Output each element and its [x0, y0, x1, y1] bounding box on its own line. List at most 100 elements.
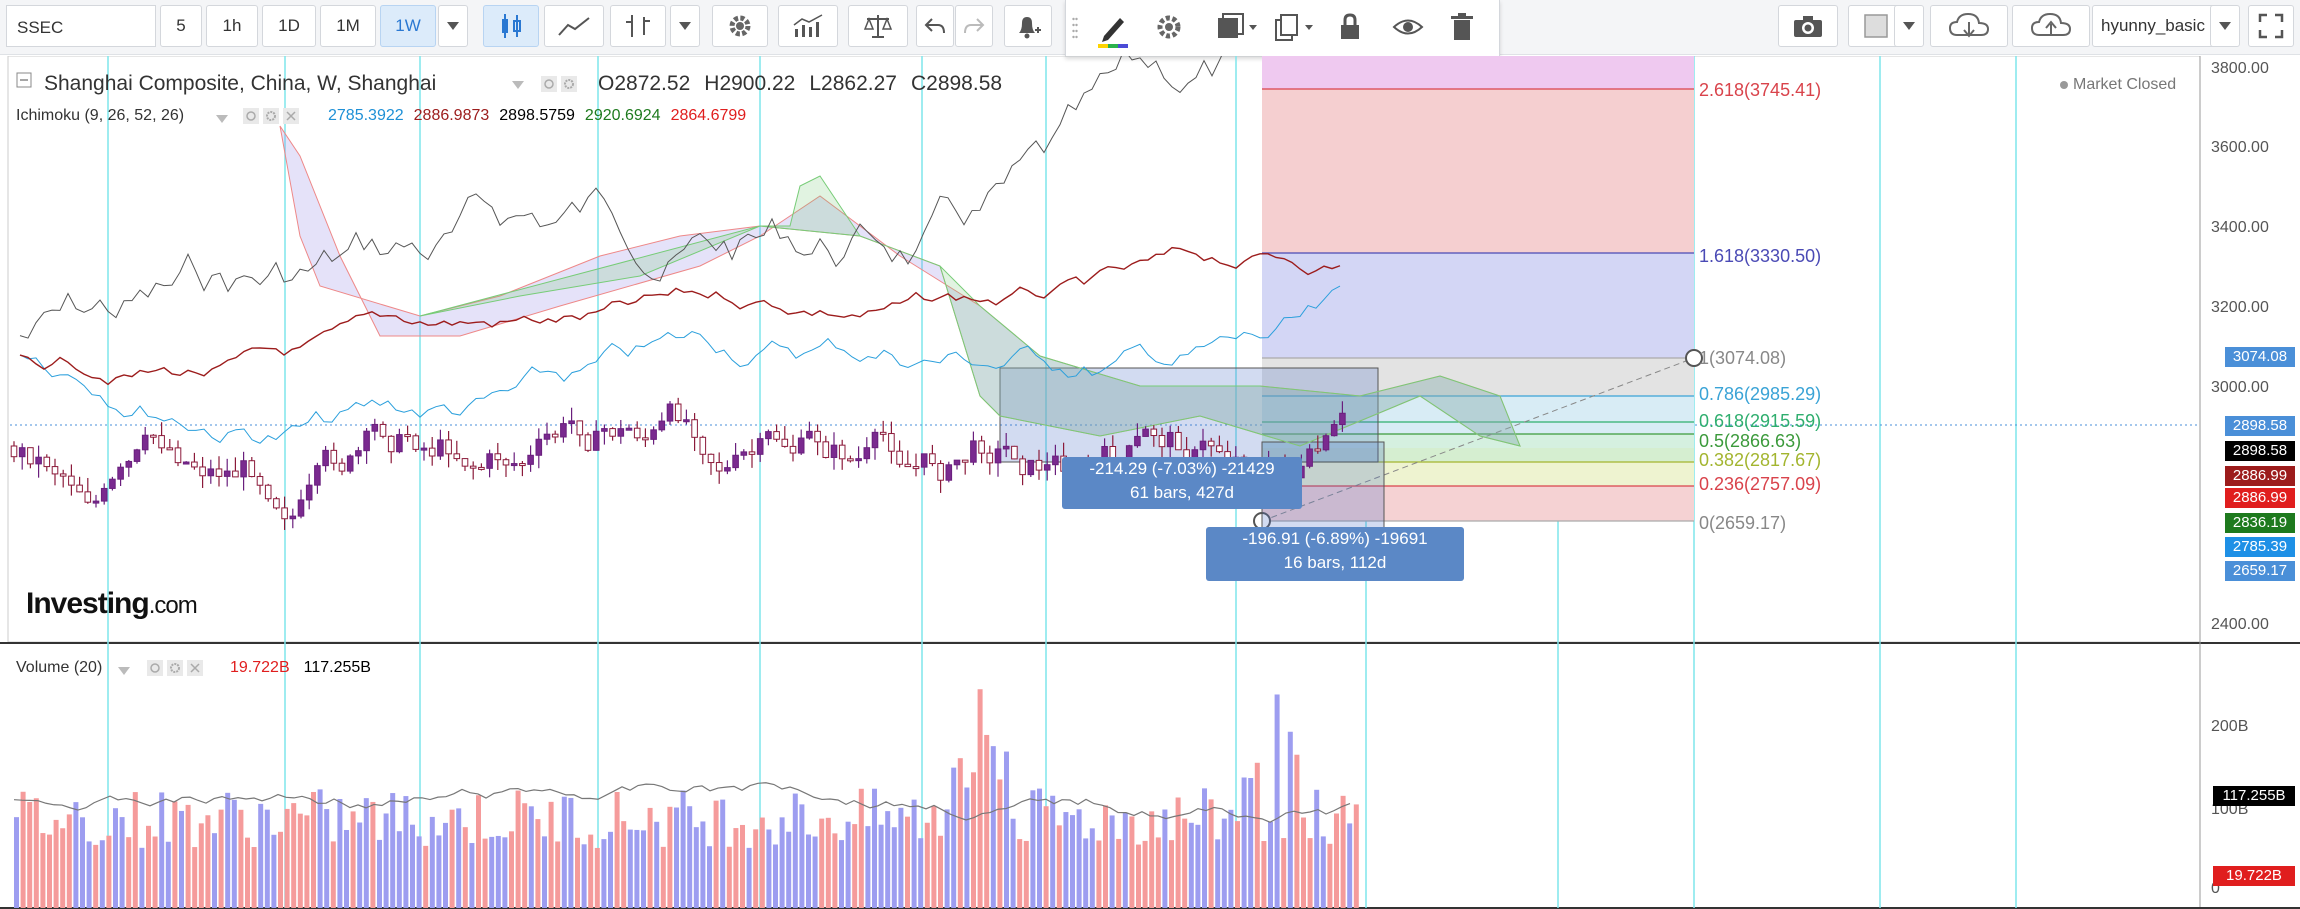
volume-bar	[641, 830, 646, 908]
ichimoku-cloud-bull	[419, 175, 1521, 447]
candle-body	[109, 478, 116, 489]
candle-body	[683, 419, 690, 423]
candle-body	[1207, 440, 1215, 447]
volume-bar	[964, 787, 970, 908]
redo-button[interactable]	[955, 5, 993, 47]
candle-body	[1150, 428, 1158, 437]
line-color-button[interactable]	[1092, 8, 1134, 50]
price-tick-3600: 3600.00	[2211, 139, 2269, 156]
candle-body	[1158, 435, 1166, 448]
high-label: H	[704, 72, 720, 95]
interval-1d[interactable]: 1D	[262, 5, 316, 47]
chart-type-dropdown[interactable]	[670, 5, 700, 47]
volume-bar	[172, 801, 178, 908]
candle-body	[371, 423, 379, 432]
volume-bar	[456, 808, 462, 908]
candle-body	[929, 453, 936, 465]
delete-button[interactable]	[1450, 12, 1480, 46]
volume-bar	[713, 800, 719, 908]
volume-bar	[911, 799, 917, 908]
volume-tick-200b: 200B	[2211, 718, 2249, 735]
volume-bar	[324, 809, 330, 908]
volume-bar	[1235, 821, 1240, 908]
volume-bar	[146, 825, 151, 908]
candle-body	[346, 455, 354, 472]
volume-bar	[1261, 841, 1267, 908]
visual-order-button[interactable]	[1216, 12, 1258, 46]
volume-bar	[291, 803, 297, 908]
interval-1m[interactable]: 1M	[320, 5, 376, 47]
volume-bar	[179, 810, 184, 908]
volume-bar	[330, 841, 336, 908]
candle-body	[494, 453, 502, 461]
volume-bar	[396, 831, 402, 908]
candle-body	[27, 447, 34, 465]
volume-label[interactable]: Volume (20)	[16, 659, 103, 676]
candle-body	[510, 463, 518, 467]
volume-bar	[1287, 731, 1293, 908]
layout-dropdown[interactable]	[2210, 5, 2240, 47]
volume-bar	[1149, 811, 1155, 908]
candle-body	[150, 434, 157, 438]
candles-chart-button[interactable]	[483, 5, 539, 47]
volume-bar	[225, 792, 231, 908]
background-color-dropdown[interactable]	[1894, 5, 1924, 47]
collapse-legend-button[interactable]	[16, 72, 32, 93]
volume-bar	[47, 834, 52, 908]
price-chart-canvas[interactable]	[0, 56, 2300, 909]
volume-bar	[436, 835, 442, 908]
candle-body	[666, 403, 674, 422]
interval-1w[interactable]: 1W	[380, 5, 436, 47]
volume-bar	[885, 811, 891, 908]
interval-5[interactable]: 5	[160, 5, 202, 47]
symbol-search-input[interactable]: SSEC	[6, 5, 156, 47]
fullscreen-button[interactable]	[2248, 5, 2294, 47]
drawing-settings-button[interactable]	[1154, 12, 1188, 46]
volume-bar	[1327, 843, 1333, 908]
ichimoku-dropdown[interactable]	[216, 110, 228, 128]
save-chart-button[interactable]	[2012, 5, 2090, 47]
volume-bar	[1274, 694, 1280, 908]
indicators-button[interactable]	[778, 5, 838, 47]
interval-dropdown[interactable]	[438, 5, 468, 47]
candle-body	[76, 484, 83, 493]
candle-body	[469, 465, 477, 469]
hide-button[interactable]	[1392, 12, 1426, 46]
alert-button[interactable]	[1004, 5, 1052, 47]
volume-bar	[284, 808, 290, 908]
drag-handle[interactable]	[1072, 16, 1078, 40]
volume-bar	[515, 790, 521, 908]
volume-bar	[1083, 838, 1089, 908]
chart-layout-name[interactable]: hyunny_basic	[2092, 5, 2218, 47]
volume-bar	[1188, 822, 1194, 908]
candle-body	[896, 450, 903, 465]
interval-1h[interactable]: 1h	[206, 5, 258, 47]
undo-button[interactable]	[916, 5, 954, 47]
volume-controls[interactable]	[146, 658, 218, 683]
ichimoku-controls[interactable]	[242, 106, 314, 131]
ichimoku-label[interactable]: Ichimoku (9, 26, 52, 26)	[16, 107, 185, 124]
redo-icon	[964, 18, 985, 34]
title-dropdown[interactable]	[512, 76, 524, 94]
screenshot-button[interactable]	[1778, 5, 1838, 47]
line-chart-button[interactable]	[544, 5, 604, 47]
settings-button[interactable]	[712, 5, 768, 47]
load-chart-button[interactable]	[1930, 5, 2008, 47]
volume-bar	[1281, 838, 1287, 908]
bars-chart-button[interactable]	[610, 5, 666, 47]
candle-body	[674, 403, 682, 422]
volume-bar	[1301, 817, 1306, 908]
volume-dropdown[interactable]	[118, 662, 130, 680]
compare-button[interactable]	[848, 5, 908, 47]
volume-bar	[746, 847, 752, 908]
candle-body	[879, 431, 887, 435]
volume-bar	[555, 841, 561, 908]
lock-button[interactable]	[1338, 12, 1368, 46]
clone-button[interactable]	[1274, 12, 1316, 46]
symbol-settings-icons[interactable]	[540, 74, 580, 99]
volume-bar	[1175, 797, 1181, 908]
candle-body	[1019, 458, 1026, 476]
eye-icon	[1392, 19, 1424, 35]
candle-body	[978, 440, 985, 454]
candle-body	[330, 449, 338, 464]
